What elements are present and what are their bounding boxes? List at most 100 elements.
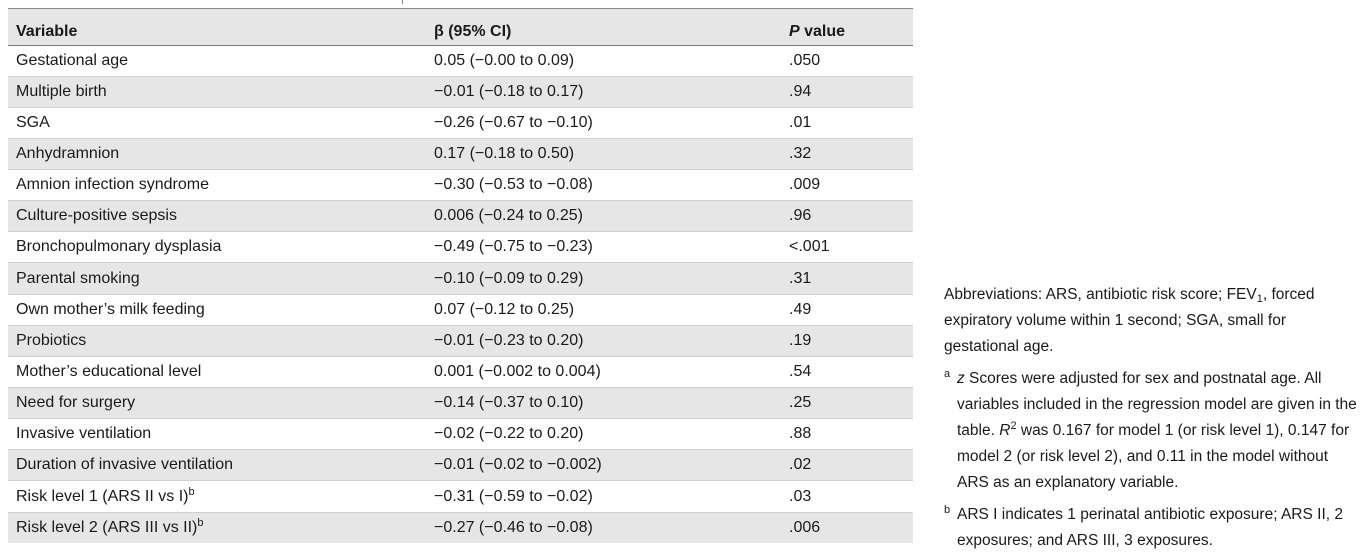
- cell-p-value: .02: [789, 456, 812, 474]
- table-body: Gestational age 0.05 (−0.00 to 0.09) .050 M…: [8, 45, 913, 544]
- cell-variable-text: Need for surgery: [16, 394, 136, 412]
- cell-variable-text: Amnion infection syndrome: [16, 176, 209, 194]
- cell-beta: −0.26 (−0.67 to −0.10): [434, 113, 593, 131]
- header-p-italic: P: [789, 22, 800, 40]
- cell-beta: −0.02 (−0.22 to 0.20): [434, 425, 584, 443]
- table-row: Risk level 2 (ARS III vs II)b −0.27 (−0.4…: [8, 512, 913, 544]
- table-row: Gestational age 0.05 (−0.00 to 0.09) .050: [8, 45, 913, 76]
- cell-p-value: .88: [789, 425, 812, 443]
- cell-beta: 0.17 (−0.18 to 0.50): [434, 144, 575, 162]
- cell-variable-text: Bronchopulmonary dysplasia: [16, 238, 222, 256]
- cell-variable: Risk level 2 (ARS III vs II)b: [8, 512, 426, 543]
- table-row: Amnion infection syndrome −0.30 (−0.53 to…: [8, 169, 913, 201]
- cell-variable-text: Risk level 2 (ARS III vs II): [16, 518, 198, 536]
- table-row: Culture-positive sepsis 0.006 (−0.24 to 0…: [8, 200, 913, 232]
- cell-p-value: .49: [789, 300, 812, 318]
- cell-beta: 0.07 (−0.12 to 0.25): [434, 300, 575, 318]
- cell-variable-text: Anhydramnion: [16, 144, 120, 162]
- footnote-a-z: z: [957, 370, 965, 387]
- footnote-a-r-sup: 2: [1010, 420, 1017, 432]
- cell-variable-text: Probiotics: [16, 331, 87, 349]
- table-row: Bronchopulmonary dysplasia −0.49 (−0.75 t…: [8, 231, 913, 263]
- cell-variable: Amnion infection syndrome: [8, 170, 426, 201]
- cell-variable: Probiotics: [8, 325, 426, 356]
- cell-variable: Own mother’s milk feeding: [8, 294, 426, 325]
- table-header-row: Variable β (95% CI) P value: [8, 9, 913, 45]
- table-row: Own mother’s milk feeding 0.07 (−0.12 to …: [8, 294, 913, 325]
- table-row: Duration of invasive ventilation −0.01 (−…: [8, 449, 913, 481]
- cell-variable: Multiple birth: [8, 76, 426, 107]
- regression-table: Variable β (95% CI) P value Gestational …: [8, 9, 913, 544]
- cell-p-value: <.001: [789, 238, 830, 256]
- cell-p-value: .96: [789, 207, 812, 225]
- footnote-ref: b: [188, 485, 195, 498]
- cell-p-value: .32: [789, 144, 812, 162]
- cell-p-value: .01: [789, 113, 812, 131]
- cell-beta: −0.49 (−0.75 to −0.23): [434, 238, 593, 256]
- table-row: Probiotics −0.01 (−0.23 to 0.20) .19: [8, 325, 913, 357]
- cell-variable: Gestational age: [8, 45, 426, 76]
- cell-variable: Invasive ventilation: [8, 419, 426, 450]
- cell-beta: −0.01 (−0.23 to 0.20): [434, 331, 584, 349]
- cell-p-value: .006: [789, 518, 821, 536]
- abbrev-subscript: 1: [1256, 293, 1263, 305]
- table-row: Invasive ventilation −0.02 (−0.22 to 0.20…: [8, 418, 913, 450]
- cell-p-value: .19: [789, 331, 812, 349]
- footnote-a-text-2: was 0.167 for model 1 (or risk level 1),…: [957, 422, 1350, 491]
- cell-p-value: .94: [789, 82, 812, 100]
- regression-table-container: Variable β (95% CI) P value Gestational …: [8, 0, 913, 544]
- cell-beta: −0.30 (−0.53 to −0.08): [434, 176, 593, 194]
- cell-variable-text: Invasive ventilation: [16, 425, 152, 443]
- cell-p-value: .03: [789, 487, 812, 505]
- header-p-value: P value: [781, 9, 913, 45]
- cell-variable: SGA: [8, 107, 426, 138]
- cell-p-value: .25: [789, 394, 812, 412]
- cell-variable-text: SGA: [16, 113, 50, 131]
- table-top-rule: [8, 0, 913, 9]
- header-p-rest: value: [799, 22, 846, 40]
- cell-variable-text: Parental smoking: [16, 269, 140, 287]
- cell-variable-text: Gestational age: [16, 51, 129, 69]
- cell-beta: −0.10 (−0.09 to 0.29): [434, 269, 584, 287]
- footnote-b-text: ARS I indicates 1 perinatal antibiotic e…: [957, 506, 1343, 549]
- cell-beta: −0.31 (−0.59 to −0.02): [434, 487, 593, 505]
- cell-variable: Mother’s educational level: [8, 356, 426, 387]
- cell-variable: Duration of invasive ventilation: [8, 450, 426, 481]
- cell-beta: 0.001 (−0.002 to 0.004): [434, 362, 601, 380]
- cell-beta: −0.27 (−0.46 to −0.08): [434, 518, 593, 536]
- header-beta: β (95% CI): [434, 22, 512, 40]
- cell-beta: −0.01 (−0.18 to 0.17): [434, 82, 584, 100]
- cell-variable: Risk level 1 (ARS II vs I)b: [8, 481, 426, 512]
- cell-variable: Bronchopulmonary dysplasia: [8, 232, 426, 263]
- table-row: Anhydramnion 0.17 (−0.18 to 0.50) .32: [8, 138, 913, 170]
- cell-p-value: .31: [789, 269, 812, 287]
- table-row: Multiple birth −0.01 (−0.18 to 0.17) .94: [8, 76, 913, 108]
- footnote-b-mark: b: [944, 504, 951, 516]
- table-footnotes: Abbreviations: ARS, antibiotic risk scor…: [944, 282, 1359, 560]
- table-row: SGA −0.26 (−0.67 to −0.10) .01: [8, 107, 913, 138]
- header-variable: Variable: [16, 22, 78, 40]
- footnote-a-text-1: Scores were adjusted for sex and postnat…: [957, 370, 1357, 439]
- cell-p-value: .009: [789, 176, 821, 194]
- table-row: Parental smoking −0.10 (−0.09 to 0.29) .31: [8, 262, 913, 295]
- table-top-tick: [402, 0, 403, 4]
- abbrev-text-2: , forced expiratory volume within 1 seco…: [944, 286, 1315, 355]
- cell-variable-text: Risk level 1 (ARS II vs I): [16, 487, 189, 505]
- cell-variable-text: Mother’s educational level: [16, 362, 202, 380]
- cell-variable: Anhydramnion: [8, 138, 426, 169]
- table-row: Risk level 1 (ARS II vs I)b −0.31 (−0.59 …: [8, 480, 913, 512]
- table-row: Need for surgery −0.14 (−0.37 to 0.10) .25: [8, 387, 913, 419]
- cell-variable: Culture-positive sepsis: [8, 201, 426, 232]
- abbrev-text-1: Abbreviations: ARS, antibiotic risk scor…: [944, 286, 1257, 303]
- cell-variable: Parental smoking: [8, 263, 426, 294]
- footnote-a-mark: a: [944, 368, 951, 380]
- cell-variable-text: Culture-positive sepsis: [16, 207, 177, 225]
- footnote-ref: b: [197, 516, 204, 529]
- footnote-b: b ARS I indicates 1 perinatal antibiotic…: [944, 502, 1359, 554]
- table-row: Mother’s educational level 0.001 (−0.002 …: [8, 356, 913, 387]
- cell-beta: 0.006 (−0.24 to 0.25): [434, 207, 583, 225]
- footnote-a-r: R: [999, 422, 1011, 439]
- cell-variable-text: Multiple birth: [16, 82, 107, 100]
- abbreviations-note: Abbreviations: ARS, antibiotic risk scor…: [944, 282, 1359, 360]
